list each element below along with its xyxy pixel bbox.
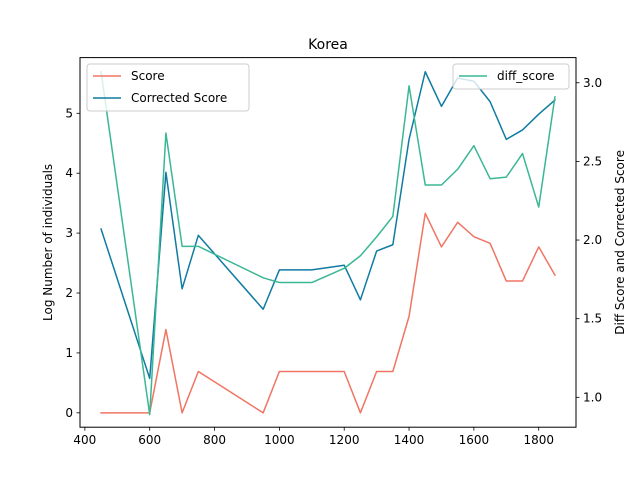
series-line-score (100, 212, 556, 414)
legend-left-box (86, 63, 250, 112)
y-axis-right: 1.0 1.5 2.0 2.5 3.0 (576, 76, 602, 404)
y-tick-label: 4 (65, 166, 73, 180)
x-tick-label: 800 (203, 433, 226, 447)
legend-corrected-label: Corrected Score (131, 91, 227, 105)
y2-tick-label: 1.5 (583, 312, 602, 326)
y2-tick-label: 3.0 (583, 76, 602, 90)
chart-title: Korea (308, 37, 348, 53)
series-lines (100, 70, 556, 416)
y-axis-title: Log Number of individuals (41, 164, 55, 321)
legend-score-label: Score (131, 69, 165, 83)
x-tick-label: 1800 (523, 433, 554, 447)
plot-frame (79, 57, 577, 428)
y2-tick-label: 1.0 (583, 390, 602, 404)
y2-tick-label: 2.0 (583, 233, 602, 247)
series-line-corrected-score (100, 71, 556, 380)
x-tick-label: 1000 (264, 433, 295, 447)
y2-tick-label: 2.5 (583, 154, 602, 168)
y-tick-label: 1 (65, 346, 73, 360)
legend-right: diff_score (452, 63, 570, 90)
series-line-diff-score (100, 70, 556, 416)
y-tick-label: 2 (65, 286, 73, 300)
y-tick-label: 3 (65, 226, 73, 240)
x-tick-label: 1400 (394, 433, 425, 447)
x-tick-label: 1200 (329, 433, 360, 447)
legend-left: Score Corrected Score (86, 63, 250, 112)
y-tick-label: 0 (65, 406, 73, 420)
y-tick-label: 5 (65, 106, 73, 120)
x-axis: 400 600 800 1000 1200 1400 1600 1800 (73, 427, 554, 447)
x-tick-label: 1600 (459, 433, 490, 447)
x-tick-label: 600 (138, 433, 161, 447)
legend-right-box (452, 63, 570, 90)
legend-diff-label: diff_score (497, 69, 554, 83)
y-axis-left: 0 1 2 3 4 5 (65, 106, 80, 420)
y2-axis-title: Diff Score and Corrected Score (613, 150, 627, 335)
x-tick-label: 400 (73, 433, 96, 447)
